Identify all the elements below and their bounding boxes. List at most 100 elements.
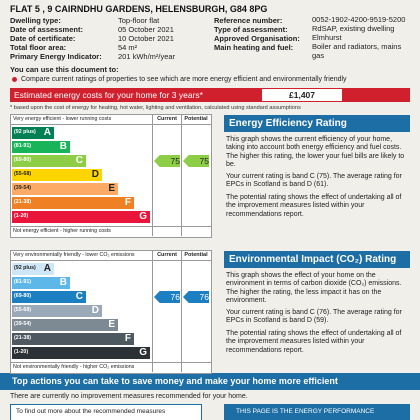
band-letter: E bbox=[108, 319, 115, 330]
band-range: (39-54) bbox=[14, 321, 32, 327]
rating-band: (39-54) E bbox=[12, 319, 118, 331]
column-divider bbox=[152, 114, 153, 236]
detail-value: 0052-1902-4200-9519-5200 bbox=[312, 15, 406, 24]
column-divider bbox=[181, 114, 182, 236]
band-letter: A bbox=[43, 127, 51, 138]
use-bullet: Compare current ratings of properties to… bbox=[21, 76, 347, 83]
detail-value: Boiler and radiators, mains gas bbox=[312, 42, 402, 60]
band-letter: E bbox=[108, 183, 115, 194]
current-header: Current bbox=[157, 116, 177, 122]
cost-label: Estimated energy costs for your home for… bbox=[14, 90, 203, 100]
panel-title-bar bbox=[224, 115, 410, 132]
potential-rating: 75 bbox=[183, 155, 209, 167]
potential-header: Potential bbox=[184, 252, 208, 258]
detail-value: 54 m² bbox=[118, 43, 138, 52]
panel-title-bar bbox=[224, 251, 410, 268]
detail-value: Elmhurst bbox=[312, 33, 342, 42]
band-range: (92 plus) bbox=[14, 265, 36, 271]
actions-title: Top actions you can take to save money a… bbox=[12, 376, 338, 386]
band-range: (92 plus) bbox=[14, 129, 36, 135]
band-range: (81-91) bbox=[14, 279, 32, 285]
actions-text: There are currently no improvement measu… bbox=[10, 393, 248, 400]
detail-label: Approved Organisation: bbox=[214, 34, 300, 43]
column-divider bbox=[152, 250, 153, 372]
footer-rule bbox=[10, 226, 211, 227]
detail-label: Primary Energy Indicator: bbox=[10, 52, 102, 61]
panel-paragraph: Your current rating is band C (75). The … bbox=[226, 173, 402, 189]
band-letter: B bbox=[59, 277, 67, 288]
band-letter: D bbox=[91, 305, 99, 316]
band-letter: F bbox=[124, 197, 131, 208]
bottom-label: Not energy efficient - higher running co… bbox=[13, 228, 111, 234]
band-range: (39-54) bbox=[14, 185, 32, 191]
panel-paragraph: The potential rating shows the effect of… bbox=[226, 194, 402, 218]
detail-value: 201 kWh/m²/year bbox=[118, 52, 176, 61]
info-box-text: To find out more about the recommended m… bbox=[16, 408, 166, 415]
band-letter: F bbox=[124, 333, 131, 344]
band-letter: C bbox=[75, 291, 83, 302]
rating-band: (1-20) G bbox=[12, 211, 150, 223]
rating-band: (21-38) F bbox=[12, 333, 134, 345]
current-header: Current bbox=[157, 252, 177, 258]
potential-header: Potential bbox=[184, 116, 208, 122]
bullet bbox=[12, 77, 17, 82]
detail-value: 05 October 2021 bbox=[118, 25, 174, 34]
rating-band: (69-80) C bbox=[12, 155, 86, 167]
rating-band: (55-68) D bbox=[12, 305, 102, 317]
band-range: (69-80) bbox=[14, 157, 32, 163]
band-range: (1-20) bbox=[14, 213, 29, 219]
rating-band: (55-68) D bbox=[12, 169, 102, 181]
header-rule bbox=[10, 260, 211, 261]
info-box bbox=[10, 404, 202, 420]
detail-label: Date of certificate: bbox=[10, 34, 76, 43]
rating-band: (92 plus) A bbox=[12, 263, 54, 275]
rating-band: (21-38) F bbox=[12, 197, 134, 209]
panel-title: Environmental Impact (CO₂) Rating bbox=[229, 254, 397, 265]
detail-label: Total floor area: bbox=[10, 43, 67, 52]
page-note-text: THIS PAGE IS THE ENERGY PERFORMANCE bbox=[236, 408, 375, 415]
top-label: Very environmentally friendly - lower CO… bbox=[13, 252, 135, 258]
band-letter: C bbox=[75, 155, 83, 166]
detail-label: Date of assessment: bbox=[10, 25, 83, 34]
rating-band: (1-20) G bbox=[12, 347, 150, 359]
footer-rule bbox=[10, 362, 211, 363]
bottom-label: Not environmentally friendly - higher CO… bbox=[13, 364, 135, 370]
band-letter: G bbox=[139, 347, 147, 358]
band-range: (21-38) bbox=[14, 335, 32, 341]
panel-paragraph: This graph shows the effect of your home… bbox=[226, 272, 402, 304]
band-range: (1-20) bbox=[14, 349, 29, 355]
detail-value: Top-floor flat bbox=[118, 16, 160, 25]
detail-label: Dwelling type: bbox=[10, 16, 61, 25]
band-range: (81-91) bbox=[14, 143, 32, 149]
panel-title: Energy Efficiency Rating bbox=[229, 118, 347, 129]
column-divider bbox=[181, 250, 182, 372]
band-range: (55-68) bbox=[14, 171, 32, 177]
band-letter: A bbox=[43, 263, 51, 274]
use-intro: You can use this document to: bbox=[10, 65, 119, 74]
rating-band: (69-80) C bbox=[12, 291, 86, 303]
current-rating: 75 bbox=[154, 155, 180, 167]
panel-paragraph: This graph shows the current efficiency … bbox=[226, 136, 405, 168]
rating-band: (81-91) B bbox=[12, 141, 70, 153]
detail-label: Main heating and fuel: bbox=[214, 43, 294, 52]
actions-banner bbox=[0, 373, 420, 390]
address: FLAT 5 , 9 CAIRNDHU GARDENS, HELENSBURGH… bbox=[10, 4, 268, 14]
header-rule bbox=[10, 124, 211, 125]
band-letter: G bbox=[139, 211, 147, 222]
panel-paragraph: Your current rating is band C (76). The … bbox=[226, 309, 402, 325]
detail-label: Type of assessment: bbox=[214, 25, 288, 34]
current-rating: 76 bbox=[154, 291, 180, 303]
rating-band: (81-91) B bbox=[12, 277, 70, 289]
band-range: (55-68) bbox=[14, 307, 32, 313]
detail-label: Reference number: bbox=[214, 16, 283, 25]
band-range: (69-80) bbox=[14, 293, 32, 299]
top-label: Very energy efficient - lower running co… bbox=[13, 116, 112, 122]
band-letter: B bbox=[59, 141, 67, 152]
panel-paragraph: The potential rating shows the effect of… bbox=[226, 330, 402, 354]
page-note-box bbox=[224, 404, 410, 420]
detail-value: RdSAP, existing dwelling bbox=[312, 24, 395, 33]
detail-value: 10 October 2021 bbox=[118, 34, 174, 43]
rating-band: (39-54) E bbox=[12, 183, 118, 195]
cost-value: £1,407 bbox=[262, 89, 342, 101]
